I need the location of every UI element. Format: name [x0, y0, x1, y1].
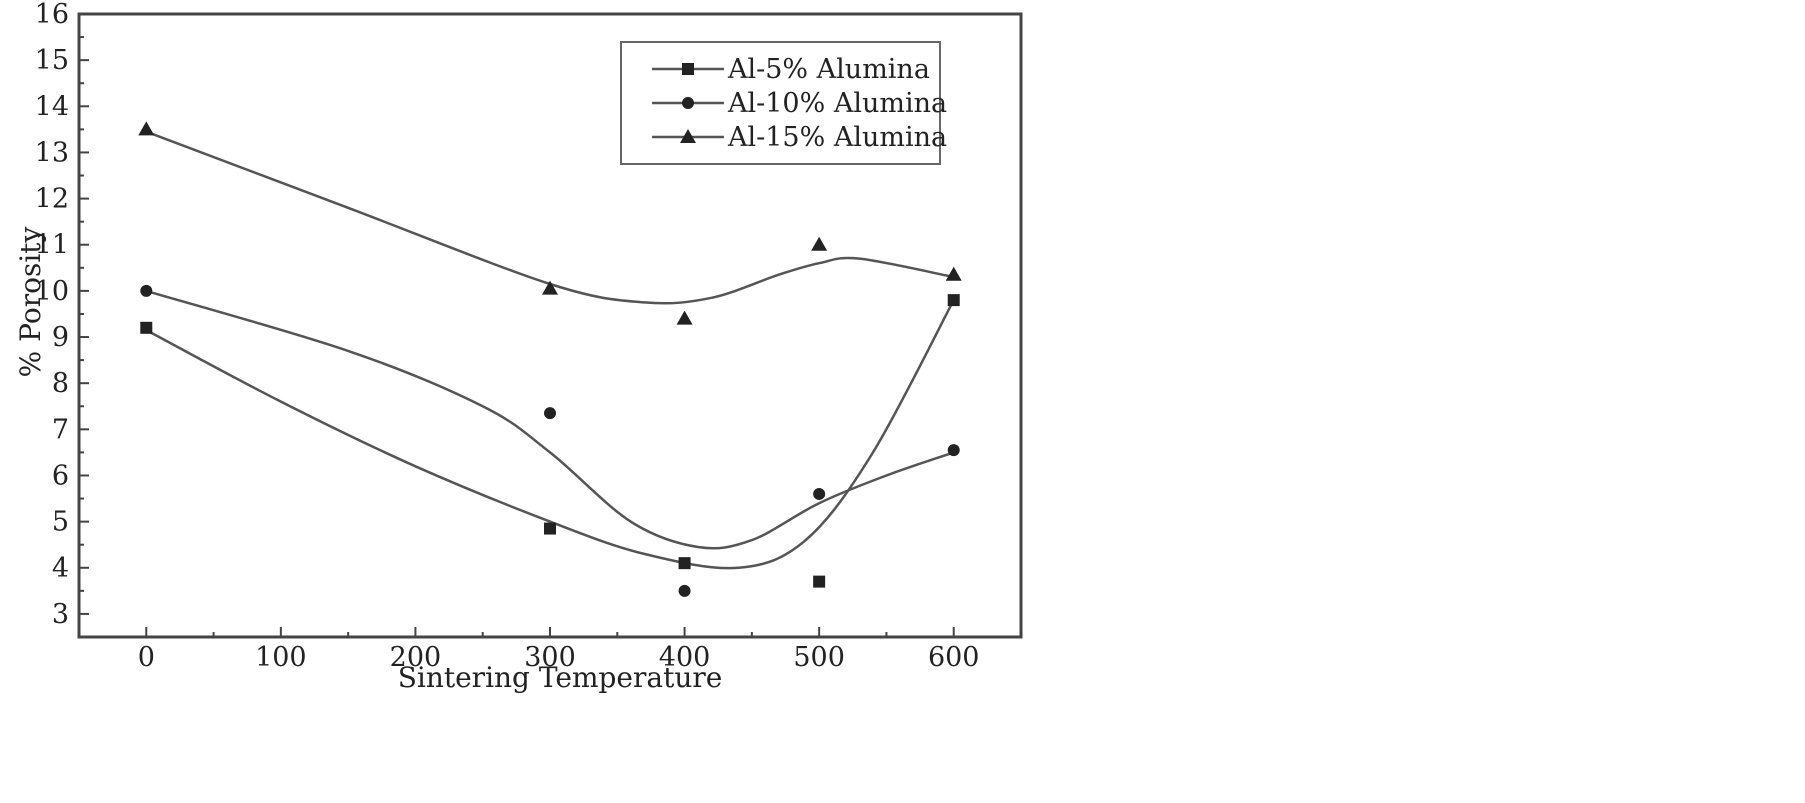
data-point-square — [947, 294, 960, 307]
fit-curve — [145, 299, 955, 570]
y-tick-label: 14 — [35, 91, 69, 122]
x-tick-label: 200 — [390, 642, 442, 673]
fit-curve — [145, 130, 954, 305]
y-tick-label: 8 — [52, 368, 69, 399]
data-point-triangle — [676, 310, 693, 325]
legend-marker-circle — [682, 97, 694, 109]
data-point-circle — [947, 444, 960, 457]
x-tick-label: 500 — [793, 642, 845, 673]
data-point-triangle — [945, 266, 962, 281]
y-tick-label: 9 — [52, 322, 69, 353]
y-tick-label: 10 — [35, 276, 69, 307]
y-tick-label: 12 — [35, 184, 69, 215]
y-tick-label: 16 — [35, 0, 69, 30]
axis-ticks: 0 100 200 300 400 500 600 3 4 5 6 7 8 9 10 11 12 13 14 15 16 — [35, 0, 980, 673]
data-point-square — [678, 557, 691, 570]
data-point-square — [813, 575, 826, 588]
x-tick-label: 100 — [255, 642, 307, 673]
data-point-circle — [140, 284, 153, 297]
fit-curve — [145, 289, 955, 550]
x-tick-label: 400 — [659, 642, 711, 673]
data-point-circle — [678, 584, 691, 597]
y-tick-label: 6 — [52, 460, 69, 491]
legend-label: Al-10% Alumina — [727, 88, 947, 119]
y-tick-label: 3 — [52, 599, 69, 630]
data-point-triangle — [811, 236, 828, 251]
x-tick-label: 300 — [524, 642, 576, 673]
legend-marker-triangle — [680, 129, 696, 143]
data-point-triangle — [542, 280, 558, 295]
legend-label: Al-5% Alumina — [727, 54, 930, 85]
data-point-square — [544, 522, 556, 535]
y-tick-label: 11 — [35, 230, 69, 261]
x-tick-label: 0 — [138, 642, 155, 673]
y-tick-label: 4 — [52, 553, 69, 584]
data-point-circle — [544, 407, 556, 420]
x-tick-label: 600 — [928, 642, 980, 673]
data-point-triangle — [138, 121, 155, 136]
fit-curves — [145, 130, 955, 570]
data-point-circle — [813, 487, 826, 500]
legend-marker-square — [682, 63, 694, 75]
data-points — [138, 121, 962, 597]
y-tick-label: 7 — [52, 414, 69, 445]
y-tick-label: 13 — [35, 137, 69, 168]
y-tick-label: 5 — [52, 507, 69, 538]
y-axis-label: % Porosity — [14, 226, 47, 377]
data-point-square — [140, 321, 153, 334]
legend-label: Al-15% Alumina — [727, 122, 947, 153]
x-axis-label: Sintering Temperature — [398, 661, 723, 694]
y-tick-label: 15 — [35, 45, 69, 76]
